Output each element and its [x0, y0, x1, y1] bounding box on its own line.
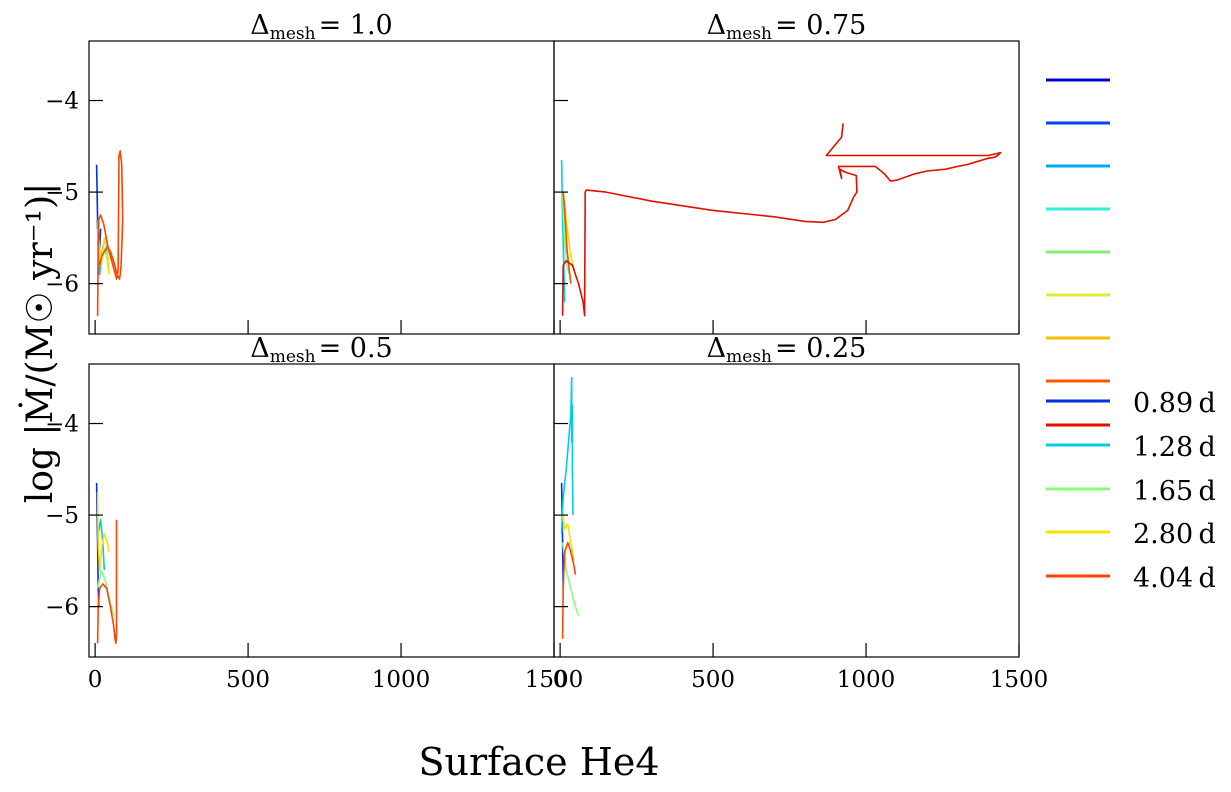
panel-title-subscript: mesh: [270, 24, 316, 44]
series-line-panel1-5: [96, 150, 124, 316]
y-tick-label: −6: [45, 272, 79, 298]
panel-title-value: = 0.75: [775, 10, 866, 41]
panel-3: 0 500 1000 1500 −4 −5 −6 Δmesh = 0.5: [45, 333, 583, 693]
series-line-panel3-4: [96, 492, 110, 571]
series-line-panel3-3: [96, 569, 115, 617]
legend-label: 4.04 d: [1133, 563, 1216, 594]
panel-frame: [88, 40, 555, 335]
series-line-panel1-4: [96, 228, 110, 275]
x-axis-label: Surface He4: [418, 740, 659, 784]
series-line-panel3-2: [97, 518, 106, 571]
panel-title-subscript: mesh: [726, 24, 772, 44]
panel-title-symbol: Δ: [250, 333, 270, 364]
panel-title-subscript: mesh: [270, 347, 316, 367]
panel-1: −4 −5 −6 Δmesh = 1.0: [45, 10, 555, 335]
series-line-panel1-1: [95, 164, 102, 276]
y-tick-label: −4: [45, 89, 79, 115]
series-line-panel4-5: [561, 541, 577, 639]
panel-title-symbol: Δ: [250, 10, 270, 41]
series-line-panel4-2: [560, 376, 574, 534]
y-axis-label: log |Ṁ/(M☉ yr⁻¹)|: [19, 183, 61, 504]
y-tick-label: −6: [45, 595, 79, 621]
series-line-panel2-4: [562, 192, 572, 284]
legend: 0.89 d 1.28 d 1.65 d 2.80 d 4.04 d: [1046, 78, 1216, 594]
panel-title: Δmesh = 1.0: [250, 10, 393, 44]
legend-label: 2.80 d: [1133, 519, 1216, 550]
panel-frame: [553, 363, 1020, 658]
x-tick-label: 500: [691, 667, 735, 693]
panel-title-value: = 1.0: [319, 10, 393, 41]
y-tick-label: −5: [45, 503, 79, 529]
x-tick-label: 1000: [372, 667, 431, 693]
panel-title-value: = 0.5: [319, 333, 393, 364]
panel-title: Δmesh = 0.5: [250, 333, 393, 367]
panel-title: Δmesh = 0.75: [707, 10, 867, 44]
panel-title-value: = 0.25: [775, 333, 866, 364]
legend-label: 0.89 d: [1133, 388, 1216, 419]
x-tick-label: 1500: [525, 667, 584, 693]
x-tick-label: 0: [553, 667, 568, 693]
panel-frame: [88, 363, 555, 658]
legend-label: 1.28 d: [1133, 432, 1216, 463]
panel-title-subscript: mesh: [726, 347, 772, 367]
series-line-panel4-4: [561, 514, 575, 562]
x-tick-label: 500: [226, 667, 270, 693]
series-line-panel2-2: [561, 192, 571, 275]
x-tick-label: 0: [88, 667, 103, 693]
series-line-panel2-5: [561, 123, 1002, 317]
panel-title: Δmesh = 0.25: [707, 333, 867, 367]
panel-title-symbol: Δ: [707, 333, 727, 364]
series-line-panel3-5: [96, 519, 118, 645]
y-tick-label: −5: [45, 180, 79, 206]
panel-2: Δmesh = 0.75: [553, 10, 1020, 335]
panel-frame: [553, 40, 1020, 335]
x-tick-label: 1500: [990, 667, 1049, 693]
legend-label: 1.65 d: [1133, 476, 1216, 507]
y-tick-label: −4: [45, 412, 79, 438]
x-tick-label: 1000: [837, 667, 896, 693]
panel-4: 0 500 1000 1500 Δmesh = 0.25: [553, 333, 1048, 693]
panel-title-symbol: Δ: [707, 10, 727, 41]
